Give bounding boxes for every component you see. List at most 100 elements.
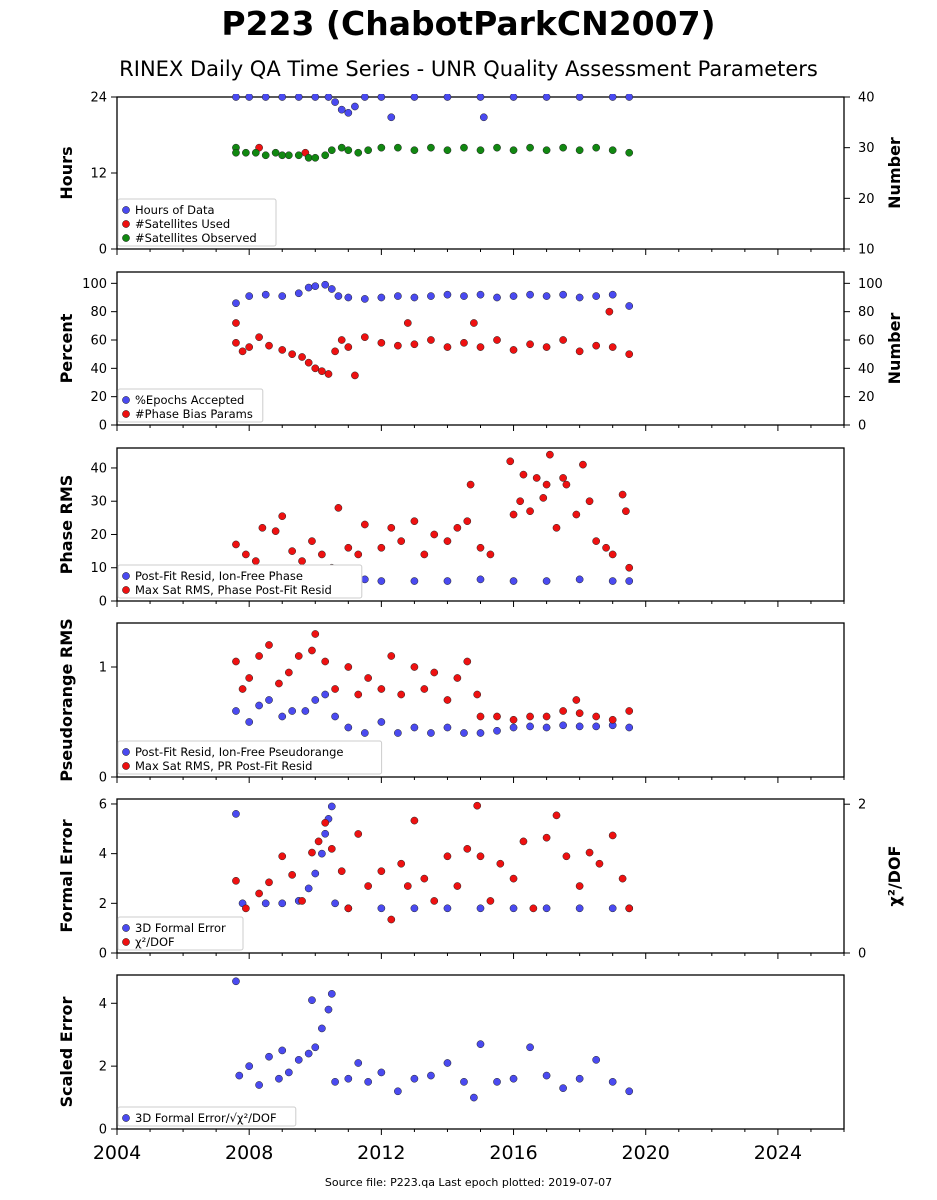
data-point	[410, 1074, 419, 1083]
data-point	[575, 575, 584, 584]
data-point	[377, 293, 386, 302]
data-point	[479, 113, 488, 122]
data-point	[298, 353, 306, 361]
data-points	[232, 977, 634, 1102]
data-point	[311, 630, 320, 638]
data-point	[387, 523, 396, 532]
data-point	[539, 494, 548, 502]
data-point	[476, 146, 485, 155]
data-point	[625, 350, 634, 359]
data-point	[327, 802, 336, 811]
y2-tick-label: 60	[858, 334, 875, 349]
data-point	[542, 94, 551, 101]
data-point	[625, 1087, 634, 1096]
data-point	[622, 507, 630, 516]
data-point	[344, 293, 353, 302]
data-point	[377, 94, 386, 101]
data-point	[354, 830, 363, 838]
y-tick-label: 80	[90, 305, 107, 320]
data-point	[473, 801, 482, 810]
data-point	[403, 319, 412, 327]
data-point	[595, 859, 604, 868]
y-axis-label: Scaled Error	[57, 997, 76, 1108]
data-point	[608, 577, 617, 585]
data-point	[255, 333, 263, 342]
data-point	[509, 874, 518, 883]
data-point	[486, 897, 495, 905]
data-point	[278, 151, 287, 160]
data-point	[572, 510, 581, 519]
data-point	[245, 1062, 254, 1070]
x-tick-label: 2004	[93, 1142, 141, 1164]
data-point	[232, 876, 240, 885]
data-point	[430, 668, 439, 677]
data-point	[625, 904, 634, 913]
y2-tick-label: 40	[858, 91, 875, 106]
data-point	[460, 338, 468, 347]
data-point	[377, 338, 386, 347]
data-point	[453, 882, 462, 890]
data-point	[318, 367, 326, 376]
data-point	[318, 849, 326, 858]
y2-tick-label: 10	[858, 243, 875, 258]
data-point	[344, 723, 353, 732]
data-point	[572, 696, 581, 704]
y-tick-label: 2	[99, 1060, 107, 1075]
y-tick-label: 60	[90, 334, 107, 349]
legend-marker	[122, 762, 130, 770]
data-point	[552, 811, 561, 820]
data-point	[298, 557, 306, 565]
data-point	[377, 577, 386, 585]
data-point	[394, 1087, 402, 1096]
data-point	[301, 707, 310, 715]
data-point	[387, 652, 396, 660]
data-point	[592, 143, 601, 152]
data-point	[245, 292, 254, 300]
data-points	[232, 94, 634, 162]
legend-label: #Phase Bias Params	[135, 407, 253, 421]
data-point	[592, 712, 601, 721]
data-point	[275, 679, 283, 688]
data-point	[618, 874, 627, 883]
data-point	[284, 1068, 293, 1077]
data-point	[509, 94, 518, 101]
data-point	[443, 343, 452, 351]
data-point	[542, 723, 551, 732]
data-point	[625, 563, 634, 572]
data-point	[255, 701, 263, 710]
data-point	[255, 652, 263, 660]
data-point	[476, 1040, 485, 1048]
data-point	[232, 540, 240, 549]
data-point	[311, 153, 320, 162]
data-point	[311, 364, 320, 373]
data-point	[579, 460, 587, 469]
data-point	[308, 537, 316, 545]
data-point	[460, 143, 468, 152]
data-point	[242, 904, 250, 913]
data-point	[311, 1043, 320, 1052]
data-point	[278, 712, 287, 721]
data-point	[592, 341, 601, 350]
data-point	[509, 346, 518, 354]
data-point	[327, 285, 336, 293]
data-point	[585, 848, 594, 857]
data-point	[294, 289, 303, 298]
data-point	[232, 148, 240, 157]
data-point	[410, 904, 419, 913]
data-point	[509, 723, 518, 732]
data-point	[625, 707, 634, 715]
data-point	[559, 474, 567, 482]
data-point	[284, 668, 293, 677]
data-point	[364, 882, 372, 890]
data-point	[394, 292, 402, 300]
data-point	[420, 685, 429, 693]
x-tick-label: 2016	[489, 1142, 537, 1164]
legend-label: 3D Formal Error/√χ²/DOF	[135, 1111, 277, 1125]
data-point	[403, 882, 412, 890]
data-point	[453, 523, 462, 532]
y2-axis-label: Number	[885, 137, 904, 209]
data-point	[377, 718, 386, 726]
data-point	[443, 696, 452, 704]
data-point	[410, 723, 419, 732]
data-point	[360, 295, 369, 303]
